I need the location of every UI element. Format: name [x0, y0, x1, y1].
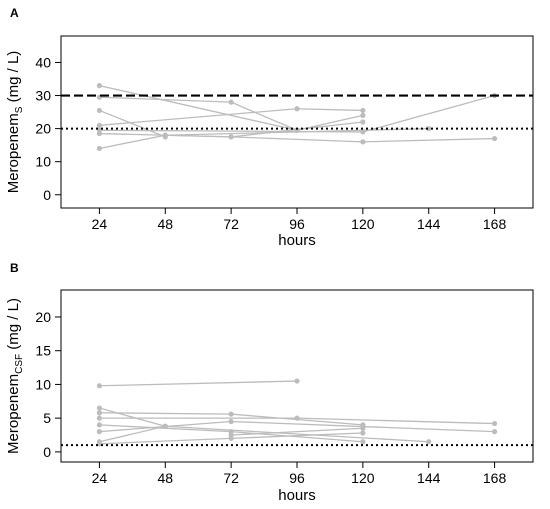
series-line [99, 380, 298, 387]
series-line [99, 84, 298, 131]
x-tick-label: 120 [351, 470, 375, 486]
data-point [96, 415, 103, 421]
data-point [96, 410, 103, 416]
x-tick-label: 72 [223, 470, 239, 486]
x-tick-label: 144 [417, 216, 441, 232]
series-line [231, 427, 363, 436]
data-point [426, 439, 432, 445]
y-tick-label: 20 [35, 309, 51, 325]
data-point [162, 423, 168, 429]
chart-panel-b: B 24 48 72 96 120 144 168 0 5 10 15 20 hours Meropenem… [5, 261, 534, 504]
data-point [294, 378, 300, 384]
y-tick-label: 0 [43, 187, 51, 203]
y-tick-label: 15 [35, 343, 51, 359]
data-point [96, 83, 103, 89]
data-point [162, 132, 168, 138]
x-axis-title: hours [278, 232, 316, 249]
data-point [228, 418, 234, 425]
y-tick-label: 30 [35, 88, 51, 104]
data-point [360, 112, 366, 118]
data-point [96, 130, 103, 137]
y-tick-label: 10 [35, 154, 51, 170]
y-tick-label: 0 [43, 444, 51, 460]
x-tick-label: 96 [289, 470, 305, 486]
series-line [99, 94, 495, 133]
series-line [99, 407, 166, 427]
data-point [228, 411, 234, 417]
data-point [360, 139, 366, 145]
y-tick-label: 20 [35, 121, 51, 137]
x-tick-label: 48 [157, 216, 173, 232]
x-tick-label: 168 [483, 216, 507, 232]
series-line [99, 108, 363, 126]
x-axis-title: hours [278, 487, 316, 504]
x-tick-label: 24 [92, 216, 108, 232]
x-tick-label: 144 [417, 470, 441, 486]
x-tick-label: 168 [483, 470, 507, 486]
y-axis-title: MeropenemCSF (mg / L) [5, 298, 25, 454]
x-tick-label: 120 [351, 216, 375, 232]
panel-label: B [10, 261, 19, 275]
data-point [96, 122, 103, 128]
x-tick-label: 96 [289, 216, 305, 232]
data-point [96, 107, 103, 114]
data-point [96, 145, 103, 152]
data-point [96, 405, 103, 411]
data-point [360, 107, 366, 114]
panel-label: A [10, 6, 19, 20]
series-line [99, 132, 495, 143]
data-point [360, 425, 366, 431]
x-tick-label: 48 [157, 470, 173, 486]
data-point [96, 441, 103, 447]
data-point [360, 430, 366, 436]
data-point [491, 135, 498, 142]
x-tick-label: 72 [223, 216, 239, 232]
data-point [426, 126, 432, 132]
data-point [96, 422, 103, 428]
chart-panel-a: A 24 48 72 96 120 144 168 0 10 20 30 40 hours Meropene… [5, 6, 534, 249]
series-line [99, 420, 495, 433]
series-line [99, 109, 166, 138]
data-point [228, 432, 234, 438]
data-point [491, 429, 498, 435]
y-tick-label: 5 [43, 410, 51, 426]
data-point [96, 429, 103, 435]
data-point [360, 119, 366, 125]
data-point [228, 99, 234, 105]
data-point [96, 383, 103, 389]
x-tick-label: 24 [92, 470, 108, 486]
data-point [294, 106, 300, 112]
y-axis-title: MeropenemS (mg / L) [5, 51, 25, 194]
series-line [99, 96, 364, 131]
data-point [294, 415, 300, 421]
y-tick-label: 40 [35, 54, 51, 70]
y-tick-label: 10 [35, 376, 51, 392]
data-point [360, 439, 366, 445]
data-point [491, 420, 498, 427]
data-point [228, 134, 234, 140]
